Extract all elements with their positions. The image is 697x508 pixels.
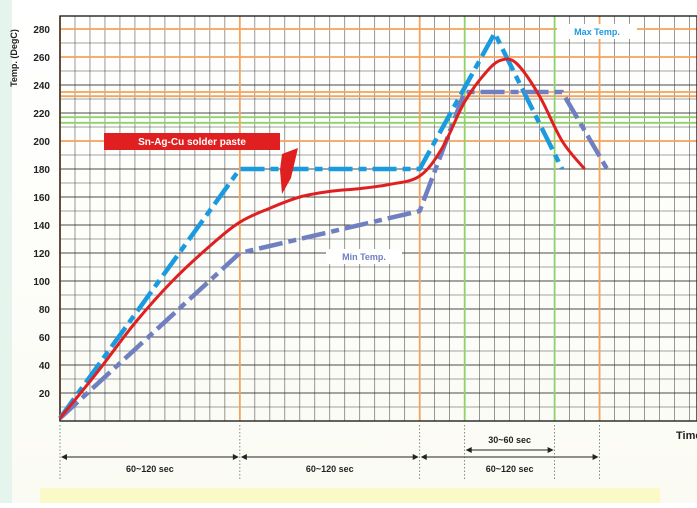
series-layer [58, 30, 610, 420]
bottom-strip [40, 488, 660, 503]
y-tick-label: 20 [39, 389, 51, 400]
interval-label: 60~120 sec [306, 464, 354, 474]
interval-label: 30~60 sec [488, 435, 531, 445]
y-tick-label: 80 [39, 305, 51, 316]
interval-arrow-right [547, 447, 554, 453]
interval-arrow-left [465, 447, 472, 453]
solder-paste-label-box [104, 133, 280, 150]
y-tick-label: 140 [33, 221, 50, 232]
max-temp-label-box [557, 24, 637, 39]
interval-label: 60~120 sec [126, 464, 174, 474]
y-tick-label: 260 [33, 53, 50, 64]
solder-paste-arrow [280, 148, 298, 194]
max-temp-label: Max Temp. [574, 27, 620, 37]
y-tick-label: 180 [33, 165, 50, 176]
plot-frame [59, 15, 697, 422]
interval-annotations: 60~120 sec 60~120 sec 60~120 sec 30~60 sec [61, 435, 599, 474]
interval-arrow-left [420, 454, 427, 460]
y-tick-label: 100 [33, 277, 50, 288]
y-axis-ticks: 20 40 60 80 100 120 140 160 180 200 220 240 260 280 [33, 25, 50, 400]
interval-arrow-right [232, 454, 239, 460]
series-line-max-temp [58, 30, 565, 420]
y-tick-label: 160 [33, 193, 50, 204]
y-tick-label: 220 [33, 109, 50, 120]
interval-arrow-left [240, 454, 247, 460]
interval-arrow-right [412, 454, 419, 460]
y-axis-label: Temp. (DegC) [9, 29, 19, 87]
series-line-min-temp [58, 89, 610, 420]
y-tick-label: 240 [33, 81, 50, 92]
y-tick-label: 120 [33, 249, 50, 260]
series-line-sn-ag-cu-solder-paste [58, 57, 586, 420]
min-temp-label-box [326, 249, 402, 264]
y-tick-label: 60 [39, 333, 51, 344]
y-tick-label: 200 [33, 137, 50, 148]
interval-arrow-left [61, 454, 67, 460]
y-tick-label: 40 [39, 361, 51, 372]
interval-label: 60~120 sec [486, 464, 534, 474]
y-tick-label: 280 [33, 25, 50, 36]
solder-paste-label: Sn-Ag-Cu solder paste [138, 137, 246, 148]
min-temp-label: Min Temp. [342, 252, 386, 262]
left-strip [0, 0, 12, 503]
x-axis-label: Time [676, 430, 697, 442]
interval-arrow-right [592, 454, 599, 460]
